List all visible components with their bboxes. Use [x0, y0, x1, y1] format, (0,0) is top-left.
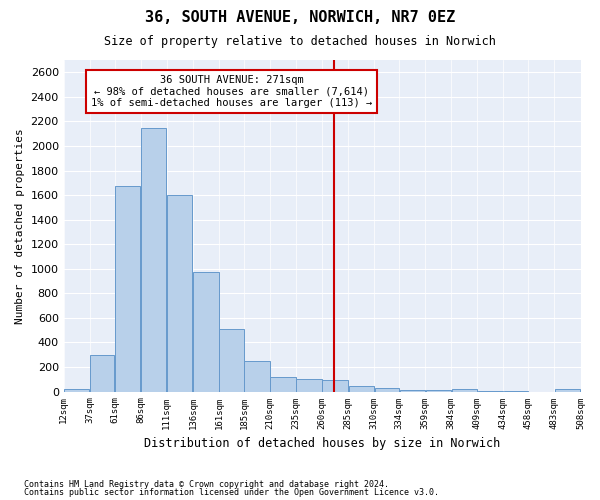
Bar	[504, 391, 528, 392]
Bar	[115, 186, 140, 392]
Bar	[167, 195, 193, 392]
Bar	[244, 361, 269, 392]
Y-axis label: Number of detached properties: Number of detached properties	[15, 128, 25, 324]
Text: 36 SOUTH AVENUE: 271sqm
← 98% of detached houses are smaller (7,614)
1% of semi-: 36 SOUTH AVENUE: 271sqm ← 98% of detache…	[91, 74, 372, 108]
Bar	[322, 380, 348, 392]
Bar	[90, 354, 115, 392]
Text: 36, SOUTH AVENUE, NORWICH, NR7 0EZ: 36, SOUTH AVENUE, NORWICH, NR7 0EZ	[145, 10, 455, 25]
Bar	[296, 380, 322, 392]
Bar	[452, 389, 477, 392]
Bar	[220, 329, 244, 392]
Bar	[478, 391, 503, 392]
X-axis label: Distribution of detached houses by size in Norwich: Distribution of detached houses by size …	[144, 437, 500, 450]
Bar	[349, 386, 374, 392]
Bar	[374, 388, 399, 392]
Bar	[64, 389, 89, 392]
Bar	[555, 389, 580, 392]
Text: Size of property relative to detached houses in Norwich: Size of property relative to detached ho…	[104, 35, 496, 48]
Text: Contains HM Land Registry data © Crown copyright and database right 2024.: Contains HM Land Registry data © Crown c…	[24, 480, 389, 489]
Bar	[425, 390, 451, 392]
Bar	[271, 377, 296, 392]
Text: Contains public sector information licensed under the Open Government Licence v3: Contains public sector information licen…	[24, 488, 439, 497]
Bar	[193, 272, 218, 392]
Bar	[400, 390, 425, 392]
Bar	[141, 128, 166, 392]
